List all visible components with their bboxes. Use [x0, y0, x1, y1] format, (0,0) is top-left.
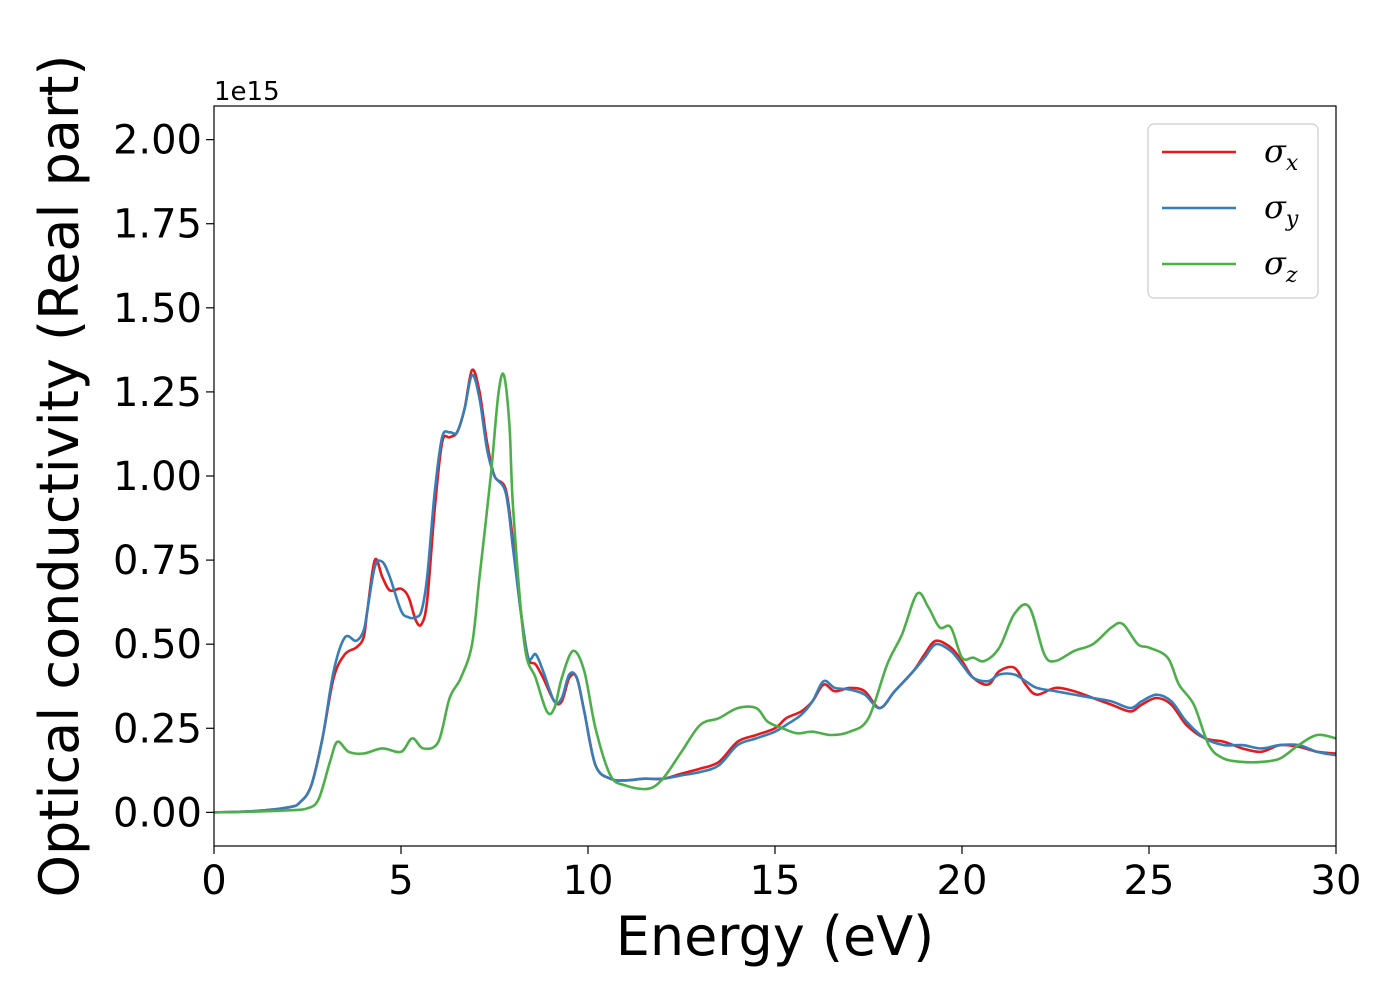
- legend-label-z: σz: [1264, 244, 1298, 288]
- legend-items: σx σy σz: [1162, 132, 1299, 288]
- y-axis: 0.00 0.25 0.50 0.75 1.00 1.25 1.50 1.75 2.00: [113, 118, 214, 836]
- series-line-z: [213, 372, 1337, 814]
- x-tick-label: 20: [937, 858, 988, 904]
- legend: σx σy σz: [1147, 123, 1319, 299]
- x-tick-label: 10: [563, 858, 614, 904]
- y-axis-label: Optical conductivity (Real part): [28, 55, 91, 898]
- x-tick-label: 25: [1124, 858, 1175, 904]
- y-offset-label: 1e15: [214, 77, 280, 107]
- legend-label-x: σx: [1264, 132, 1299, 176]
- y-tick-label: 0.50: [113, 622, 202, 668]
- y-tick-label: 1.25: [113, 370, 202, 416]
- series-layer: [213, 368, 1337, 814]
- y-tick-label: 0.25: [113, 706, 202, 752]
- x-axis: 0 5 10 15 20 25 30: [201, 846, 1361, 904]
- y-tick-label: 2.00: [113, 118, 202, 164]
- y-tick-label: 1.50: [113, 286, 202, 332]
- y-tick-label: 1.75: [113, 202, 202, 248]
- legend-label-y: σy: [1264, 188, 1299, 232]
- x-tick-label: 5: [388, 858, 413, 904]
- x-axis-label: Energy (eV): [616, 905, 935, 968]
- x-tick-label: 30: [1311, 858, 1362, 904]
- y-tick-label: 1.00: [113, 454, 202, 500]
- y-tick-label: 0.00: [113, 790, 202, 836]
- legend-box: [1147, 123, 1319, 299]
- x-tick-label: 15: [750, 858, 801, 904]
- x-tick-label: 0: [201, 858, 226, 904]
- y-tick-label: 0.75: [113, 538, 202, 584]
